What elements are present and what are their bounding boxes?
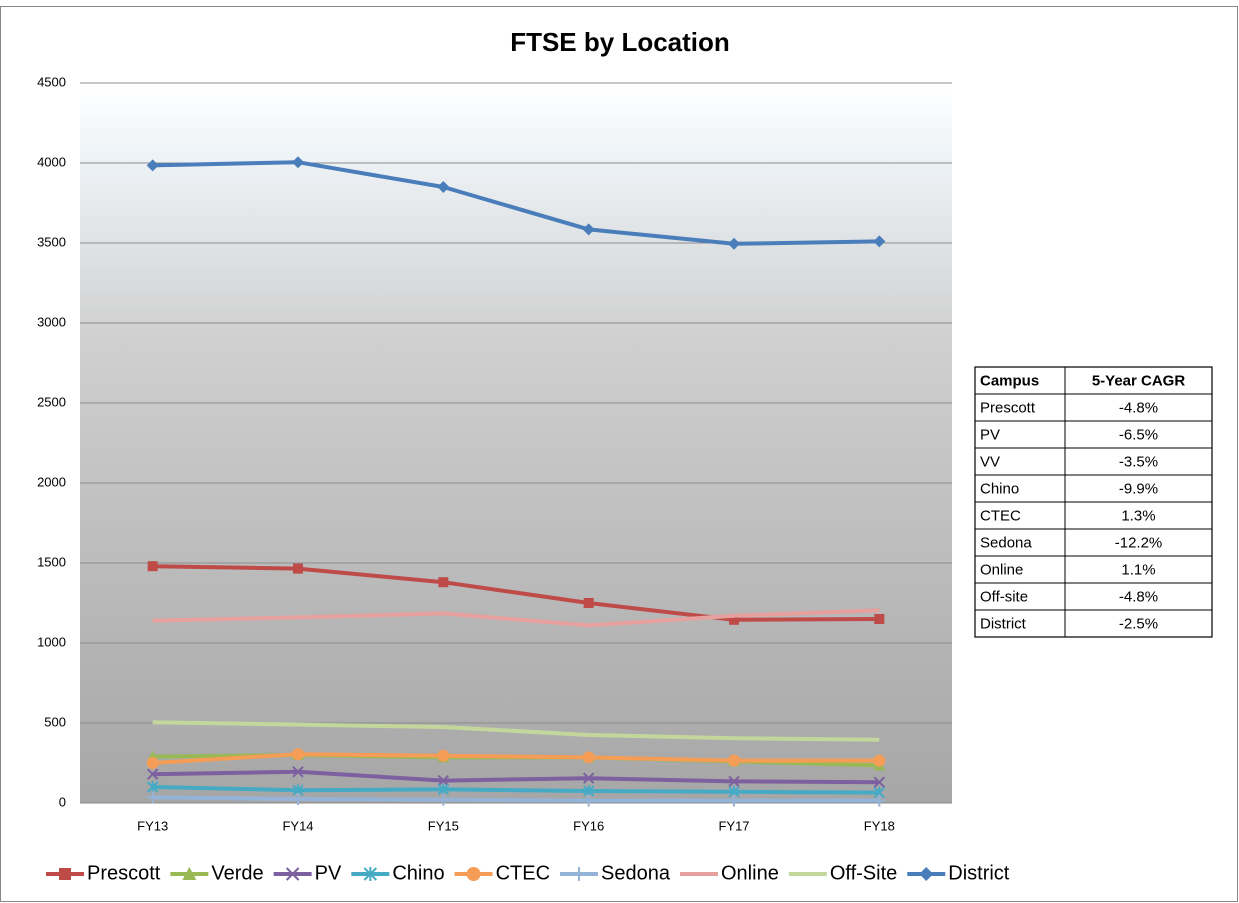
table-cell: -12.2% bbox=[1115, 534, 1163, 551]
marker bbox=[437, 793, 450, 806]
legend-label: Sedona bbox=[601, 862, 671, 884]
series-line bbox=[152, 160, 880, 246]
marker bbox=[582, 772, 595, 784]
marker bbox=[728, 775, 740, 788]
x-tick-label: FY18 bbox=[864, 818, 895, 833]
marker bbox=[293, 563, 303, 574]
marker bbox=[437, 783, 450, 796]
marker bbox=[873, 776, 886, 788]
marker bbox=[873, 235, 886, 248]
marker bbox=[292, 156, 304, 169]
table-cell: -4.8% bbox=[1119, 588, 1158, 605]
series-line bbox=[152, 608, 880, 628]
table-cell: -6.5% bbox=[1119, 426, 1158, 443]
table-cell: 1.3% bbox=[1121, 507, 1155, 524]
marker bbox=[873, 794, 886, 807]
y-tick-label: 500 bbox=[44, 714, 66, 729]
y-tick-label: 2000 bbox=[37, 474, 66, 489]
table-cell: District bbox=[980, 615, 1027, 632]
marker bbox=[582, 751, 595, 764]
table-cell: CTEC bbox=[980, 507, 1021, 524]
marker bbox=[146, 791, 159, 804]
y-tick-label: 1000 bbox=[37, 634, 66, 649]
marker bbox=[728, 754, 740, 767]
marker bbox=[582, 794, 595, 807]
marker bbox=[146, 781, 159, 793]
y-tick-label: 2500 bbox=[37, 394, 66, 409]
marker bbox=[146, 768, 159, 780]
marker bbox=[285, 867, 300, 881]
series-line bbox=[152, 795, 880, 803]
legend-label: Online bbox=[721, 862, 779, 884]
marker bbox=[182, 867, 197, 880]
x-tick-label: FY15 bbox=[428, 818, 459, 833]
y-tick-label: 3500 bbox=[37, 234, 66, 249]
series-line bbox=[152, 752, 880, 765]
marker bbox=[572, 867, 587, 881]
marker bbox=[583, 598, 594, 608]
table-cell: Chino bbox=[980, 480, 1019, 497]
marker bbox=[437, 749, 450, 762]
series-line bbox=[152, 564, 880, 622]
legend-label: Off-Site bbox=[830, 862, 897, 884]
y-tick-label: 3000 bbox=[37, 314, 66, 329]
x-tick-label: FY14 bbox=[282, 818, 313, 833]
marker bbox=[146, 159, 159, 172]
marker bbox=[874, 614, 885, 624]
y-tick-label: 0 bbox=[59, 794, 66, 809]
marker bbox=[466, 867, 481, 881]
series-line bbox=[152, 785, 880, 795]
marker bbox=[147, 561, 158, 572]
series-line bbox=[152, 769, 880, 785]
table-cell: Prescott bbox=[980, 399, 1036, 416]
legend-label: Chino bbox=[392, 862, 444, 884]
marker bbox=[437, 181, 450, 193]
marker bbox=[292, 793, 304, 805]
marker bbox=[919, 867, 934, 881]
marker bbox=[292, 748, 304, 761]
marker bbox=[59, 868, 71, 880]
marker bbox=[438, 577, 449, 588]
marker bbox=[437, 774, 450, 787]
y-tick-label: 1500 bbox=[37, 554, 66, 569]
marker bbox=[728, 237, 740, 250]
table-cell: VV bbox=[980, 453, 1000, 470]
marker bbox=[363, 867, 378, 881]
x-tick-label: FY17 bbox=[718, 818, 749, 833]
table-cell: -2.5% bbox=[1119, 615, 1158, 632]
table-header: Campus bbox=[980, 372, 1039, 389]
y-tick-label: 4000 bbox=[37, 154, 66, 169]
table-cell: Off-site bbox=[980, 588, 1028, 605]
table-cell: -3.5% bbox=[1119, 453, 1158, 470]
x-tick-label: FY16 bbox=[573, 818, 604, 833]
legend-label: PV bbox=[315, 862, 342, 884]
table-cell: -4.8% bbox=[1119, 399, 1158, 416]
series-line bbox=[152, 720, 880, 742]
x-tick-label: FY13 bbox=[137, 818, 168, 833]
marker bbox=[146, 757, 159, 769]
marker bbox=[729, 614, 739, 625]
table-header: 5-Year CAGR bbox=[1092, 372, 1186, 389]
marker bbox=[728, 794, 740, 807]
marker bbox=[292, 766, 304, 778]
legend-label: District bbox=[948, 862, 1010, 884]
table-cell: 1.1% bbox=[1121, 561, 1155, 578]
table-cell: Sedona bbox=[980, 534, 1032, 551]
marker bbox=[873, 754, 886, 767]
table-cell: -9.9% bbox=[1119, 480, 1158, 497]
table-cell: PV bbox=[980, 426, 1000, 443]
legend-label: Prescott bbox=[87, 862, 161, 884]
y-tick-label: 4500 bbox=[37, 74, 66, 89]
marker bbox=[582, 223, 595, 236]
chart-title: FTSE by Location bbox=[510, 27, 730, 57]
plot-area bbox=[80, 83, 952, 803]
table-cell: Online bbox=[980, 561, 1023, 578]
legend-label: Verde bbox=[211, 862, 263, 884]
legend-label: CTEC bbox=[496, 862, 550, 884]
